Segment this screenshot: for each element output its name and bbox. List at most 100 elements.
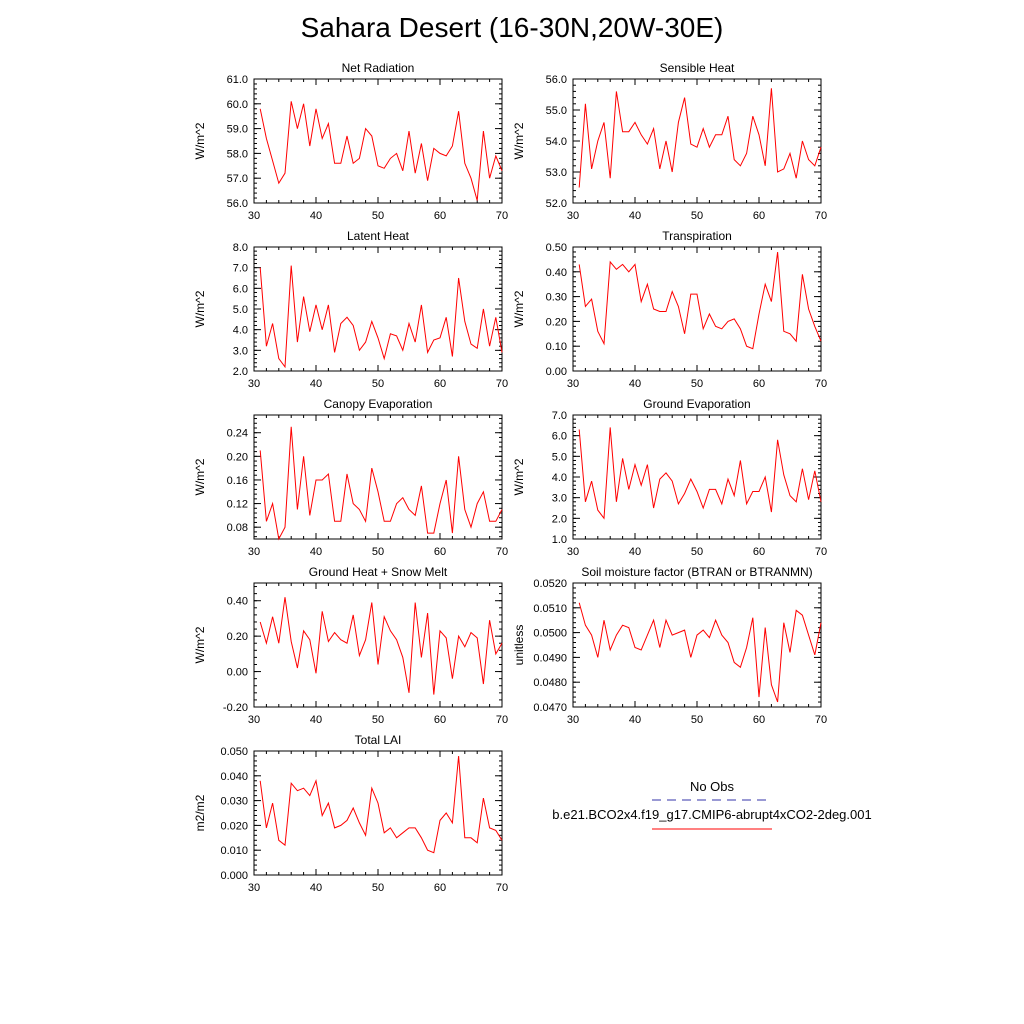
y-tick-label: 6.0 <box>552 431 567 443</box>
x-tick-label: 40 <box>629 378 641 390</box>
chart-panel: 30 40 50 60 70 52.0 53.0 54.0 55.0 56.0 W/m^2 Sensi… <box>512 61 827 222</box>
y-tick-label: 0.30 <box>546 292 567 304</box>
chart-panel: 30 40 50 60 70 0.00 0.10 0.20 0.30 0.40 0.50 W/m^2 T… <box>512 229 827 390</box>
x-tick-label: 70 <box>815 378 827 390</box>
y-tick-label: 59.0 <box>227 124 248 136</box>
x-tick-label: 40 <box>629 546 641 558</box>
chart-panel: 30 40 50 60 70 0.08 0.12 0.16 0.20 0.24 W/m^2 Canop… <box>193 397 508 558</box>
y-tick-label: 0.20 <box>546 316 567 328</box>
y-axis-label: W/m^2 <box>512 290 526 327</box>
y-axis-label: W/m^2 <box>193 290 207 327</box>
panel-title: Ground Heat + Snow Melt <box>309 565 448 579</box>
x-tick-label: 60 <box>753 378 765 390</box>
y-tick-label: 0.00 <box>546 366 567 378</box>
y-tick-label: 7.0 <box>552 410 567 422</box>
y-tick-label: 0.030 <box>220 796 248 808</box>
x-tick-label: 70 <box>815 210 827 222</box>
plot-frame <box>572 582 822 708</box>
x-tick-label: 30 <box>248 546 260 558</box>
y-tick-label: 54.0 <box>546 136 567 148</box>
plot-frame <box>253 582 503 708</box>
y-tick-label: 56.0 <box>546 74 567 86</box>
y-axis-label: W/m^2 <box>193 122 207 159</box>
y-tick-label: 6.0 <box>233 283 248 295</box>
y-tick-label: 55.0 <box>546 105 567 117</box>
legend-line-model <box>652 828 772 830</box>
chart-panel: 30 40 50 60 70 0.000 0.010 0.020 0.030 0.040 0.050… <box>193 733 508 894</box>
series-line <box>259 597 503 695</box>
y-tick-label: 0.16 <box>227 475 248 487</box>
y-tick-label: 0.0500 <box>533 628 567 640</box>
legend-line-obs <box>652 799 772 801</box>
y-tick-label: 0.20 <box>227 631 248 643</box>
page-title: Sahara Desert (16-30N,20W-30E) <box>300 12 724 43</box>
x-tick-label: 60 <box>434 714 446 726</box>
y-tick-label: 0.040 <box>220 771 248 783</box>
y-tick-label: 0.050 <box>220 746 248 758</box>
series-line <box>578 602 822 703</box>
y-tick-label: 0.08 <box>227 522 248 534</box>
x-tick-label: 40 <box>310 714 322 726</box>
plot-frame <box>253 78 503 204</box>
x-tick-label: 60 <box>434 882 446 894</box>
y-tick-label: 0.00 <box>227 667 248 679</box>
x-tick-label: 30 <box>248 210 260 222</box>
x-tick-label: 70 <box>496 378 508 390</box>
series-line <box>259 265 503 369</box>
x-tick-label: 50 <box>691 714 703 726</box>
y-tick-label: 0.50 <box>546 242 567 254</box>
y-tick-label: 0.24 <box>227 428 248 440</box>
panel-title: Soil moisture factor (BTRAN or BTRANMN) <box>581 565 812 579</box>
y-axis-label: W/m^2 <box>193 626 207 663</box>
x-tick-label: 60 <box>753 546 765 558</box>
y-axis-label: W/m^2 <box>193 458 207 495</box>
y-tick-label: 4.0 <box>552 472 567 484</box>
y-tick-label: 0.0480 <box>533 677 567 689</box>
x-tick-label: 50 <box>691 378 703 390</box>
x-tick-label: 40 <box>310 546 322 558</box>
x-tick-label: 50 <box>691 210 703 222</box>
y-tick-label: 7.0 <box>233 263 248 275</box>
y-tick-label: 0.40 <box>227 596 248 608</box>
x-tick-label: 30 <box>567 378 579 390</box>
plot-frame <box>572 78 822 204</box>
series-line <box>259 426 503 541</box>
y-axis-label: m2/m2 <box>193 794 207 831</box>
legend-label-model: b.e21.BCO2x4.f19_g17.CMIP6-abrupt4xCO2-2… <box>552 807 872 822</box>
y-tick-label: 3.0 <box>552 493 567 505</box>
series-line <box>259 101 503 201</box>
x-tick-label: 40 <box>310 378 322 390</box>
chart-panel: 30 40 50 60 70 -0.20 0.00 0.20 0.40 W/m^2 Ground H… <box>193 565 508 726</box>
x-tick-label: 50 <box>691 546 703 558</box>
x-tick-label: 30 <box>567 714 579 726</box>
x-tick-label: 50 <box>372 882 384 894</box>
panel-title: Latent Heat <box>347 229 410 243</box>
y-tick-label: 0.010 <box>220 845 248 857</box>
x-tick-label: 30 <box>248 882 260 894</box>
y-tick-label: 0.20 <box>227 451 248 463</box>
y-tick-label: 5.0 <box>552 451 567 463</box>
y-tick-label: 0.10 <box>546 341 567 353</box>
y-tick-label: 53.0 <box>546 167 567 179</box>
y-axis-label: W/m^2 <box>512 122 526 159</box>
y-tick-label: 4.0 <box>233 325 248 337</box>
x-tick-label: 40 <box>629 714 641 726</box>
y-tick-label: 56.0 <box>227 198 248 210</box>
chart-panel: 30 40 50 60 70 56.0 57.0 58.0 59.0 60.0 61.0 W/m^2 N… <box>193 61 508 222</box>
panel-title: Total LAI <box>355 733 402 747</box>
y-tick-label: 0.0490 <box>533 652 567 664</box>
y-tick-label: 60.0 <box>227 99 248 111</box>
chart-panel: 30 40 50 60 70 2.0 3.0 4.0 5.0 6.0 7.0 8.0 W/m^2 Late… <box>193 229 508 390</box>
x-tick-label: 40 <box>310 210 322 222</box>
y-tick-label: 57.0 <box>227 173 248 185</box>
panel-title: Transpiration <box>662 229 732 243</box>
y-tick-label: 61.0 <box>227 74 248 86</box>
x-tick-label: 70 <box>815 546 827 558</box>
y-tick-label: 0.0510 <box>533 603 567 615</box>
series-line <box>259 755 503 854</box>
y-tick-label: 1.0 <box>552 534 567 546</box>
x-tick-label: 50 <box>372 378 384 390</box>
panel-title: Net Radiation <box>342 61 415 75</box>
y-tick-label: 0.020 <box>220 820 248 832</box>
plot-frame <box>253 750 503 876</box>
